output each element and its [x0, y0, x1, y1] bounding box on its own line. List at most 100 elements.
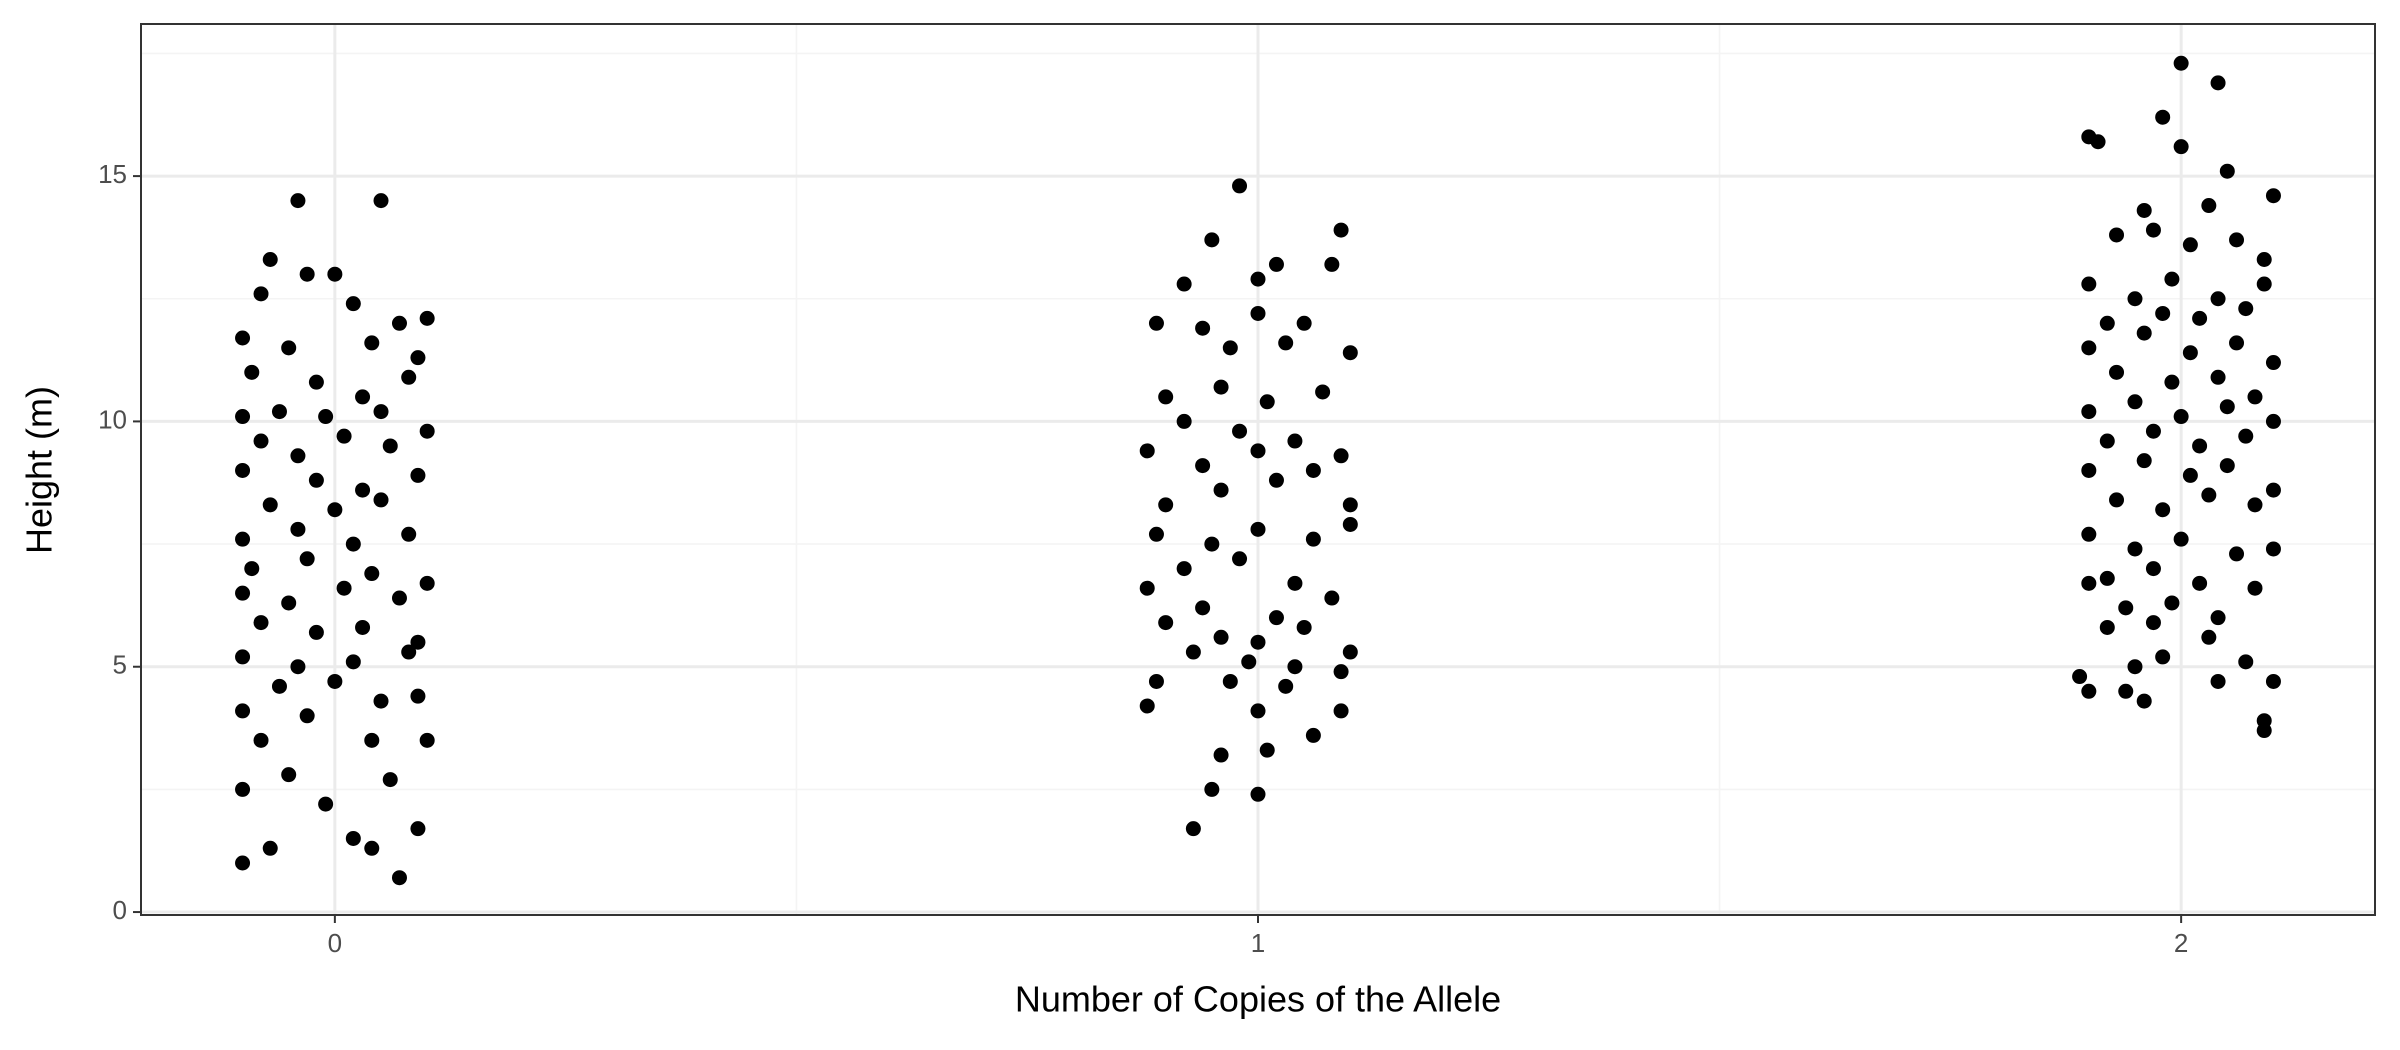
- point: [1296, 315, 1312, 331]
- x-tick-label: 1: [1251, 928, 1265, 958]
- point: [1324, 256, 1340, 272]
- point: [1333, 448, 1349, 464]
- point: [1213, 629, 1229, 645]
- point: [299, 708, 315, 724]
- point: [1148, 526, 1164, 542]
- point: [1176, 413, 1192, 429]
- point: [391, 590, 407, 606]
- point: [235, 330, 251, 346]
- point: [1278, 335, 1294, 351]
- point: [2247, 497, 2263, 513]
- point: [235, 462, 251, 478]
- point: [1232, 178, 1248, 194]
- point: [1342, 644, 1358, 660]
- point: [401, 369, 417, 385]
- point: [2081, 683, 2097, 699]
- point: [235, 585, 251, 601]
- point: [2229, 232, 2245, 248]
- point: [1222, 340, 1238, 356]
- point: [281, 340, 297, 356]
- point: [355, 389, 371, 405]
- point: [308, 472, 324, 488]
- point: [364, 335, 380, 351]
- point: [2256, 276, 2272, 292]
- point: [244, 364, 260, 380]
- point: [1305, 727, 1321, 743]
- point: [364, 732, 380, 748]
- point: [2136, 693, 2152, 709]
- point: [299, 266, 315, 282]
- point: [327, 673, 343, 689]
- point: [271, 404, 287, 420]
- point: [401, 644, 417, 660]
- point: [1232, 423, 1248, 439]
- y-tick-label: 5: [113, 650, 127, 680]
- point: [271, 678, 287, 694]
- point: [2136, 453, 2152, 469]
- point: [355, 482, 371, 498]
- point: [262, 497, 278, 513]
- point: [253, 615, 269, 631]
- point: [1176, 276, 1192, 292]
- point: [2210, 369, 2226, 385]
- point: [2173, 139, 2189, 155]
- point: [2127, 541, 2143, 557]
- point: [1296, 619, 1312, 635]
- point: [2145, 615, 2161, 631]
- point: [2247, 389, 2263, 405]
- point: [1213, 379, 1229, 395]
- point: [2238, 654, 2254, 670]
- point: [2210, 610, 2226, 626]
- point: [2109, 227, 2125, 243]
- point: [419, 423, 435, 439]
- panel-border: [140, 23, 2376, 916]
- y-tick-label: 15: [98, 159, 127, 189]
- point: [345, 536, 361, 552]
- point: [373, 693, 389, 709]
- point: [235, 703, 251, 719]
- point: [1268, 472, 1284, 488]
- point: [290, 521, 306, 537]
- x-tick-label: 0: [328, 928, 342, 958]
- point: [1250, 443, 1266, 459]
- point: [299, 551, 315, 567]
- point: [1195, 600, 1211, 616]
- point: [2155, 109, 2171, 125]
- point: [1250, 305, 1266, 321]
- point: [391, 315, 407, 331]
- point: [1305, 531, 1321, 547]
- point: [2265, 482, 2281, 498]
- point: [2265, 413, 2281, 429]
- point: [2173, 409, 2189, 425]
- point: [327, 266, 343, 282]
- point: [290, 659, 306, 675]
- x-tick-label: 2: [2174, 928, 2188, 958]
- point: [2229, 546, 2245, 562]
- point: [364, 840, 380, 856]
- point: [327, 502, 343, 518]
- point: [318, 796, 334, 812]
- point: [1139, 698, 1155, 714]
- point: [2210, 75, 2226, 91]
- point: [2127, 394, 2143, 410]
- point: [235, 531, 251, 547]
- point: [2238, 428, 2254, 444]
- point: [1185, 644, 1201, 660]
- point: [1250, 703, 1266, 719]
- point: [2164, 271, 2180, 287]
- point: [1342, 497, 1358, 513]
- point: [345, 830, 361, 846]
- point: [345, 296, 361, 312]
- point: [410, 350, 426, 366]
- point: [2256, 723, 2272, 739]
- point: [2229, 335, 2245, 351]
- point: [419, 575, 435, 591]
- point: [2099, 570, 2115, 586]
- point: [2145, 222, 2161, 238]
- point: [308, 374, 324, 390]
- point: [1342, 516, 1358, 532]
- point: [244, 561, 260, 577]
- point: [1250, 521, 1266, 537]
- point: [1232, 551, 1248, 567]
